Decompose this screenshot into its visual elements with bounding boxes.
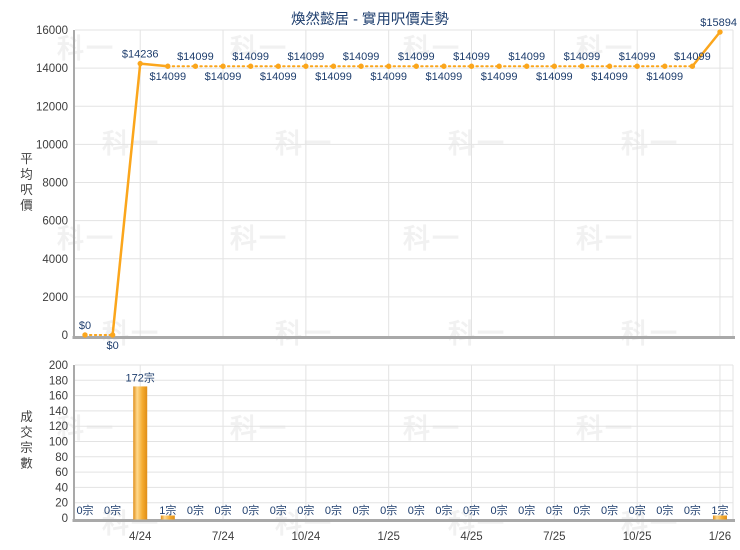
svg-text:0宗: 0宗	[353, 503, 370, 517]
svg-text:$14099: $14099	[177, 51, 214, 63]
svg-text:0宗: 0宗	[187, 503, 204, 517]
svg-text:0宗: 0宗	[684, 503, 701, 517]
svg-text:12000: 12000	[36, 101, 68, 113]
svg-text:$14099: $14099	[536, 71, 573, 83]
svg-text:$14099: $14099	[646, 71, 683, 83]
svg-text:$14099: $14099	[149, 71, 186, 83]
svg-text:$14099: $14099	[205, 71, 242, 83]
y-tick-labels: 0 2000 4000 6000 8000 10000 12000 14000 16000 0 20…	[36, 25, 68, 525]
svg-text:40: 40	[55, 482, 68, 494]
svg-text:$14099: $14099	[619, 51, 656, 63]
svg-text:6000: 6000	[42, 216, 68, 228]
svg-text:4/25: 4/25	[460, 531, 482, 543]
svg-text:0宗: 0宗	[104, 503, 121, 517]
svg-text:1宗: 1宗	[159, 503, 176, 517]
transaction-bars	[133, 386, 727, 520]
svg-text:0宗: 0宗	[270, 503, 287, 517]
svg-text:4000: 4000	[42, 254, 68, 266]
svg-text:2000: 2000	[42, 292, 68, 304]
svg-text:160: 160	[49, 391, 68, 403]
price-line-series	[84, 30, 722, 337]
svg-text:$14099: $14099	[481, 71, 518, 83]
svg-text:$14099: $14099	[232, 51, 269, 63]
svg-text:$14099: $14099	[370, 71, 407, 83]
svg-text:$14099: $14099	[260, 71, 297, 83]
svg-text:$14099: $14099	[591, 71, 628, 83]
svg-text:172宗: 172宗	[126, 370, 155, 384]
grid-layer	[75, 29, 734, 520]
svg-text:4/24: 4/24	[129, 531, 152, 543]
svg-text:10/25: 10/25	[623, 531, 652, 543]
svg-text:20: 20	[55, 498, 68, 510]
svg-text:$0: $0	[79, 320, 91, 332]
svg-text:0宗: 0宗	[546, 503, 563, 517]
svg-text:1/25: 1/25	[377, 531, 399, 543]
svg-text:0宗: 0宗	[435, 503, 452, 517]
svg-text:$14099: $14099	[288, 51, 325, 63]
transaction-count-labels: 0宗 0宗 172宗 1宗 0宗 0宗 0宗 0宗 0宗 0宗 0宗 0宗 0宗 0宗 0宗 0宗 0宗 0宗 0宗…	[76, 370, 728, 517]
svg-text:$14099: $14099	[426, 71, 463, 83]
svg-text:16000: 16000	[36, 25, 68, 37]
svg-text:0宗: 0宗	[297, 503, 314, 517]
svg-text:0宗: 0宗	[380, 503, 397, 517]
svg-text:10000: 10000	[36, 139, 68, 151]
svg-text:10/24: 10/24	[291, 531, 320, 543]
axis-layer	[72, 30, 735, 522]
x-tick-labels: 4/24 7/24 10/24 1/25 4/25 7/25 10/25 1/26	[129, 531, 731, 543]
price-axis-title: 平均呎價	[18, 152, 32, 214]
svg-text:$15894: $15894	[700, 17, 737, 29]
svg-text:120: 120	[49, 421, 68, 433]
svg-text:140: 140	[49, 406, 68, 418]
svg-text:0宗: 0宗	[408, 503, 425, 517]
svg-text:1宗: 1宗	[711, 503, 728, 517]
svg-text:100: 100	[49, 437, 68, 449]
svg-text:$14236: $14236	[122, 49, 159, 61]
count-axis-title: 成交宗數	[18, 410, 32, 472]
svg-text:60: 60	[55, 467, 68, 479]
svg-text:180: 180	[49, 375, 68, 387]
svg-text:$14099: $14099	[343, 51, 380, 63]
svg-text:0宗: 0宗	[491, 503, 508, 517]
svg-text:8000: 8000	[42, 178, 68, 190]
price-data-labels: $0 $0 $14236 $14099 $14099 $14099 $14099 $14099…	[79, 17, 737, 352]
chart-title: 煥然懿居 - 實用呎價走勢	[291, 12, 449, 28]
svg-text:0宗: 0宗	[573, 503, 590, 517]
svg-text:$14099: $14099	[564, 51, 601, 63]
svg-text:$0: $0	[106, 340, 118, 352]
svg-text:0宗: 0宗	[463, 503, 480, 517]
svg-text:$14099: $14099	[398, 51, 435, 63]
svg-text:200: 200	[49, 360, 68, 372]
svg-text:0宗: 0宗	[629, 503, 646, 517]
svg-text:0宗: 0宗	[76, 503, 93, 517]
svg-text:0宗: 0宗	[242, 503, 259, 517]
svg-text:0宗: 0宗	[214, 503, 231, 517]
svg-text:0: 0	[62, 330, 68, 342]
svg-text:0宗: 0宗	[656, 503, 673, 517]
svg-text:0: 0	[62, 513, 68, 525]
svg-text:7/24: 7/24	[212, 531, 235, 543]
svg-text:$14099: $14099	[508, 51, 545, 63]
svg-text:7/25: 7/25	[543, 531, 565, 543]
svg-text:80: 80	[55, 452, 68, 464]
svg-text:$14099: $14099	[315, 71, 352, 83]
svg-text:0宗: 0宗	[601, 503, 618, 517]
svg-text:1/26: 1/26	[709, 531, 731, 543]
price-line-markers	[82, 29, 723, 338]
svg-text:$14099: $14099	[674, 51, 711, 63]
svg-text:14000: 14000	[36, 63, 68, 75]
svg-text:$14099: $14099	[453, 51, 490, 63]
svg-text:0宗: 0宗	[518, 503, 535, 517]
svg-text:0宗: 0宗	[325, 503, 342, 517]
